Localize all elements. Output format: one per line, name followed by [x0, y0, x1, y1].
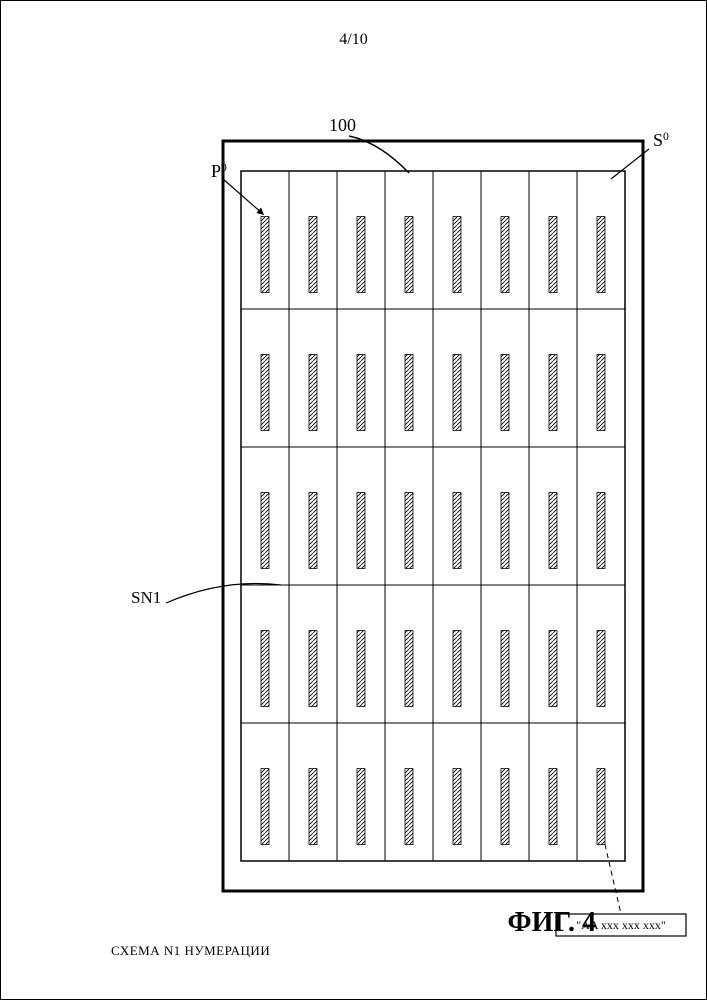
- patent-page: 4/10 100P0S0SN1"AA xxx xxx xxx" ФИГ. 4 С…: [0, 0, 707, 1000]
- svg-text:P0: P0: [211, 161, 227, 182]
- svg-text:S0: S0: [653, 130, 669, 151]
- figure-caption: ФИГ. 4: [508, 907, 596, 939]
- svg-text:100: 100: [329, 115, 356, 135]
- figure-svg: 100P0S0SN1"AA xxx xxx xxx": [1, 1, 707, 1001]
- svg-text:SN1: SN1: [131, 588, 161, 607]
- scheme-label: СХЕМА N1 НУМЕРАЦИИ: [111, 943, 270, 959]
